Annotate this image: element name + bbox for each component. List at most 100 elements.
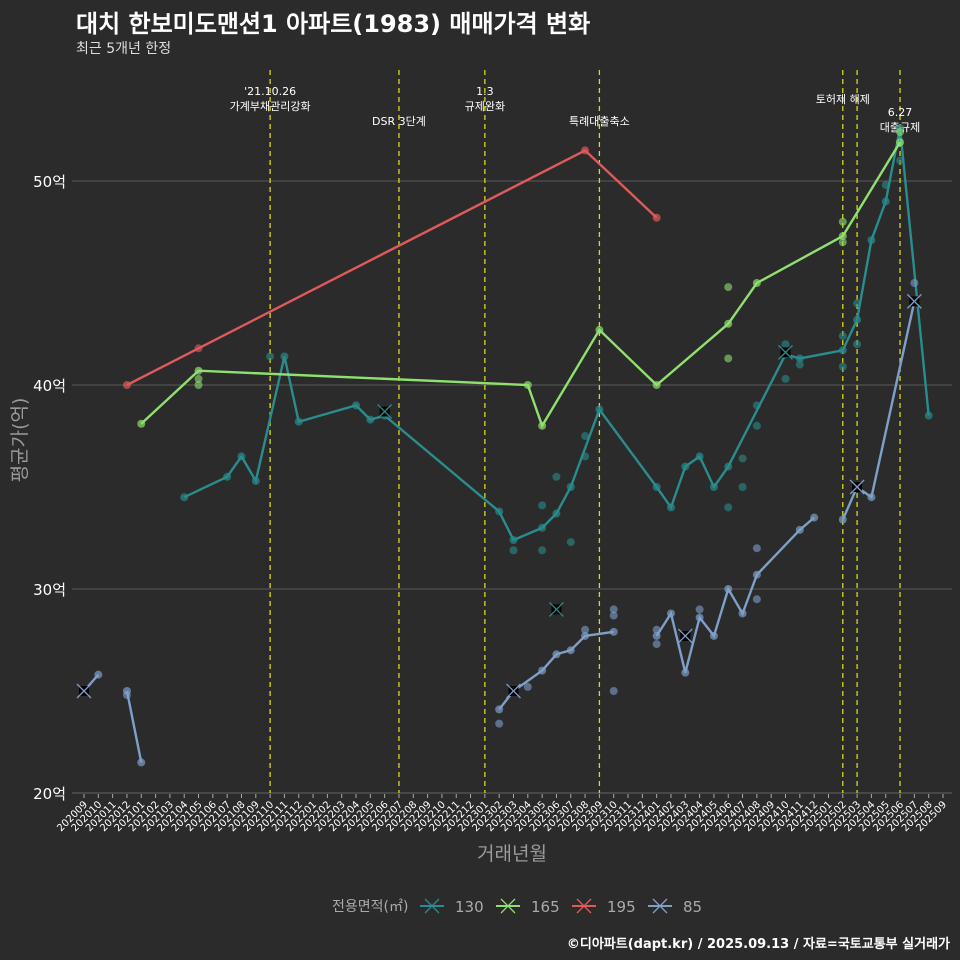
data-point-85 (137, 758, 146, 767)
series-line-85 (498, 630, 614, 711)
data-point-130 (237, 452, 246, 461)
legend-x-icon (576, 898, 592, 914)
x-marker-icon (548, 601, 564, 617)
data-point-165 (896, 138, 905, 147)
data-point-130 (566, 538, 575, 547)
data-point-130 (709, 483, 718, 491)
data-point-130 (581, 432, 590, 440)
data-point-130 (538, 546, 547, 555)
data-point-85 (724, 585, 733, 593)
data-point-85 (609, 611, 618, 620)
data-point-85 (609, 627, 618, 636)
data-point-85 (795, 525, 804, 534)
data-point-130 (266, 352, 275, 361)
data-point-165 (595, 325, 604, 334)
data-point-130 (838, 332, 847, 341)
chart-title: 대치 한보미도맨션1 아파트(1983) 매매가격 변화 (76, 10, 591, 38)
data-point-195 (652, 213, 661, 222)
legend-x-icon (424, 898, 440, 914)
data-point-165 (724, 354, 733, 363)
data-point-165 (724, 319, 733, 328)
data-point-85 (652, 631, 661, 640)
series-line-85 (655, 516, 815, 673)
data-point-130 (566, 483, 575, 491)
series-line-85 (841, 301, 916, 521)
data-point-130 (538, 501, 547, 510)
x-marker-icon (76, 683, 92, 699)
x-marker-icon (778, 344, 793, 360)
data-point-165 (838, 217, 847, 226)
data-point-130 (251, 476, 260, 485)
data-point-195 (122, 381, 131, 389)
data-point-130 (724, 503, 733, 512)
data-point-165 (194, 374, 203, 383)
event-label: 6.27 (888, 106, 913, 119)
data-point-85 (581, 625, 590, 634)
data-point-130 (280, 352, 289, 361)
data-point-85 (709, 631, 718, 640)
y-tick-label: 50억 (33, 173, 66, 191)
data-point-130 (724, 462, 733, 471)
data-point-130 (738, 454, 747, 463)
data-point-85 (695, 605, 704, 614)
data-point-85 (609, 605, 618, 614)
event-label: '21.10.26 (244, 85, 296, 98)
event-label: 규제완화 (465, 100, 505, 113)
data-point-165 (523, 381, 532, 389)
event-label: DSR 3단계 (372, 115, 426, 128)
x-marker-icon (506, 683, 521, 699)
data-point-130 (867, 236, 876, 245)
series-line-85 (125, 690, 143, 763)
data-point-130 (681, 462, 690, 471)
x-marker-icon (849, 479, 865, 495)
data-point-165 (752, 279, 761, 287)
data-point-85 (838, 515, 847, 524)
data-point-130 (752, 421, 761, 430)
data-point-85 (495, 719, 504, 728)
data-point-165 (896, 128, 905, 137)
chart-subtitle: 최근 5개년 한정 (76, 41, 172, 57)
x-marker-icon (677, 628, 693, 644)
series-line-165 (140, 141, 902, 429)
data-point-130 (509, 536, 518, 545)
legend-label-130: 130 (455, 898, 484, 916)
legend-x-icon (500, 898, 516, 914)
event-label: 특례대출축소 (569, 115, 630, 128)
data-point-130 (795, 360, 804, 369)
data-point-130 (552, 509, 561, 518)
data-point-130 (495, 507, 504, 516)
data-point-85 (652, 640, 661, 649)
data-point-85 (910, 279, 919, 287)
legend-title: 전용면적(㎡) (332, 899, 408, 915)
event-label: 가계부채관리강화 (230, 100, 311, 113)
data-point-165 (724, 283, 733, 292)
data-point-130 (294, 417, 303, 426)
series-line-195 (126, 148, 658, 387)
legend-label-195: 195 (607, 898, 636, 916)
event-label: 1.3 (476, 85, 494, 98)
data-point-130 (781, 340, 790, 349)
y-tick-label: 20억 (33, 785, 66, 803)
data-point-85 (566, 646, 575, 655)
x-marker-icon (377, 404, 393, 419)
data-point-165 (194, 366, 203, 375)
data-point-165 (538, 421, 547, 430)
data-point-130 (838, 362, 847, 371)
y-tick-label: 30억 (33, 581, 66, 599)
data-point-165 (838, 238, 847, 247)
legend-label-85: 85 (683, 898, 702, 916)
data-point-85 (752, 595, 761, 604)
data-point-85 (538, 666, 547, 675)
data-point-130 (795, 354, 804, 363)
data-point-85 (810, 513, 819, 522)
data-point-85 (752, 544, 761, 553)
data-point-165 (137, 419, 146, 428)
data-point-85 (666, 609, 675, 618)
data-point-85 (495, 705, 504, 714)
data-point-130 (595, 405, 604, 414)
y-axis-title: 평균가(억) (9, 398, 31, 483)
data-point-130 (781, 374, 790, 383)
data-point-85 (609, 687, 618, 695)
data-point-165 (652, 381, 661, 389)
